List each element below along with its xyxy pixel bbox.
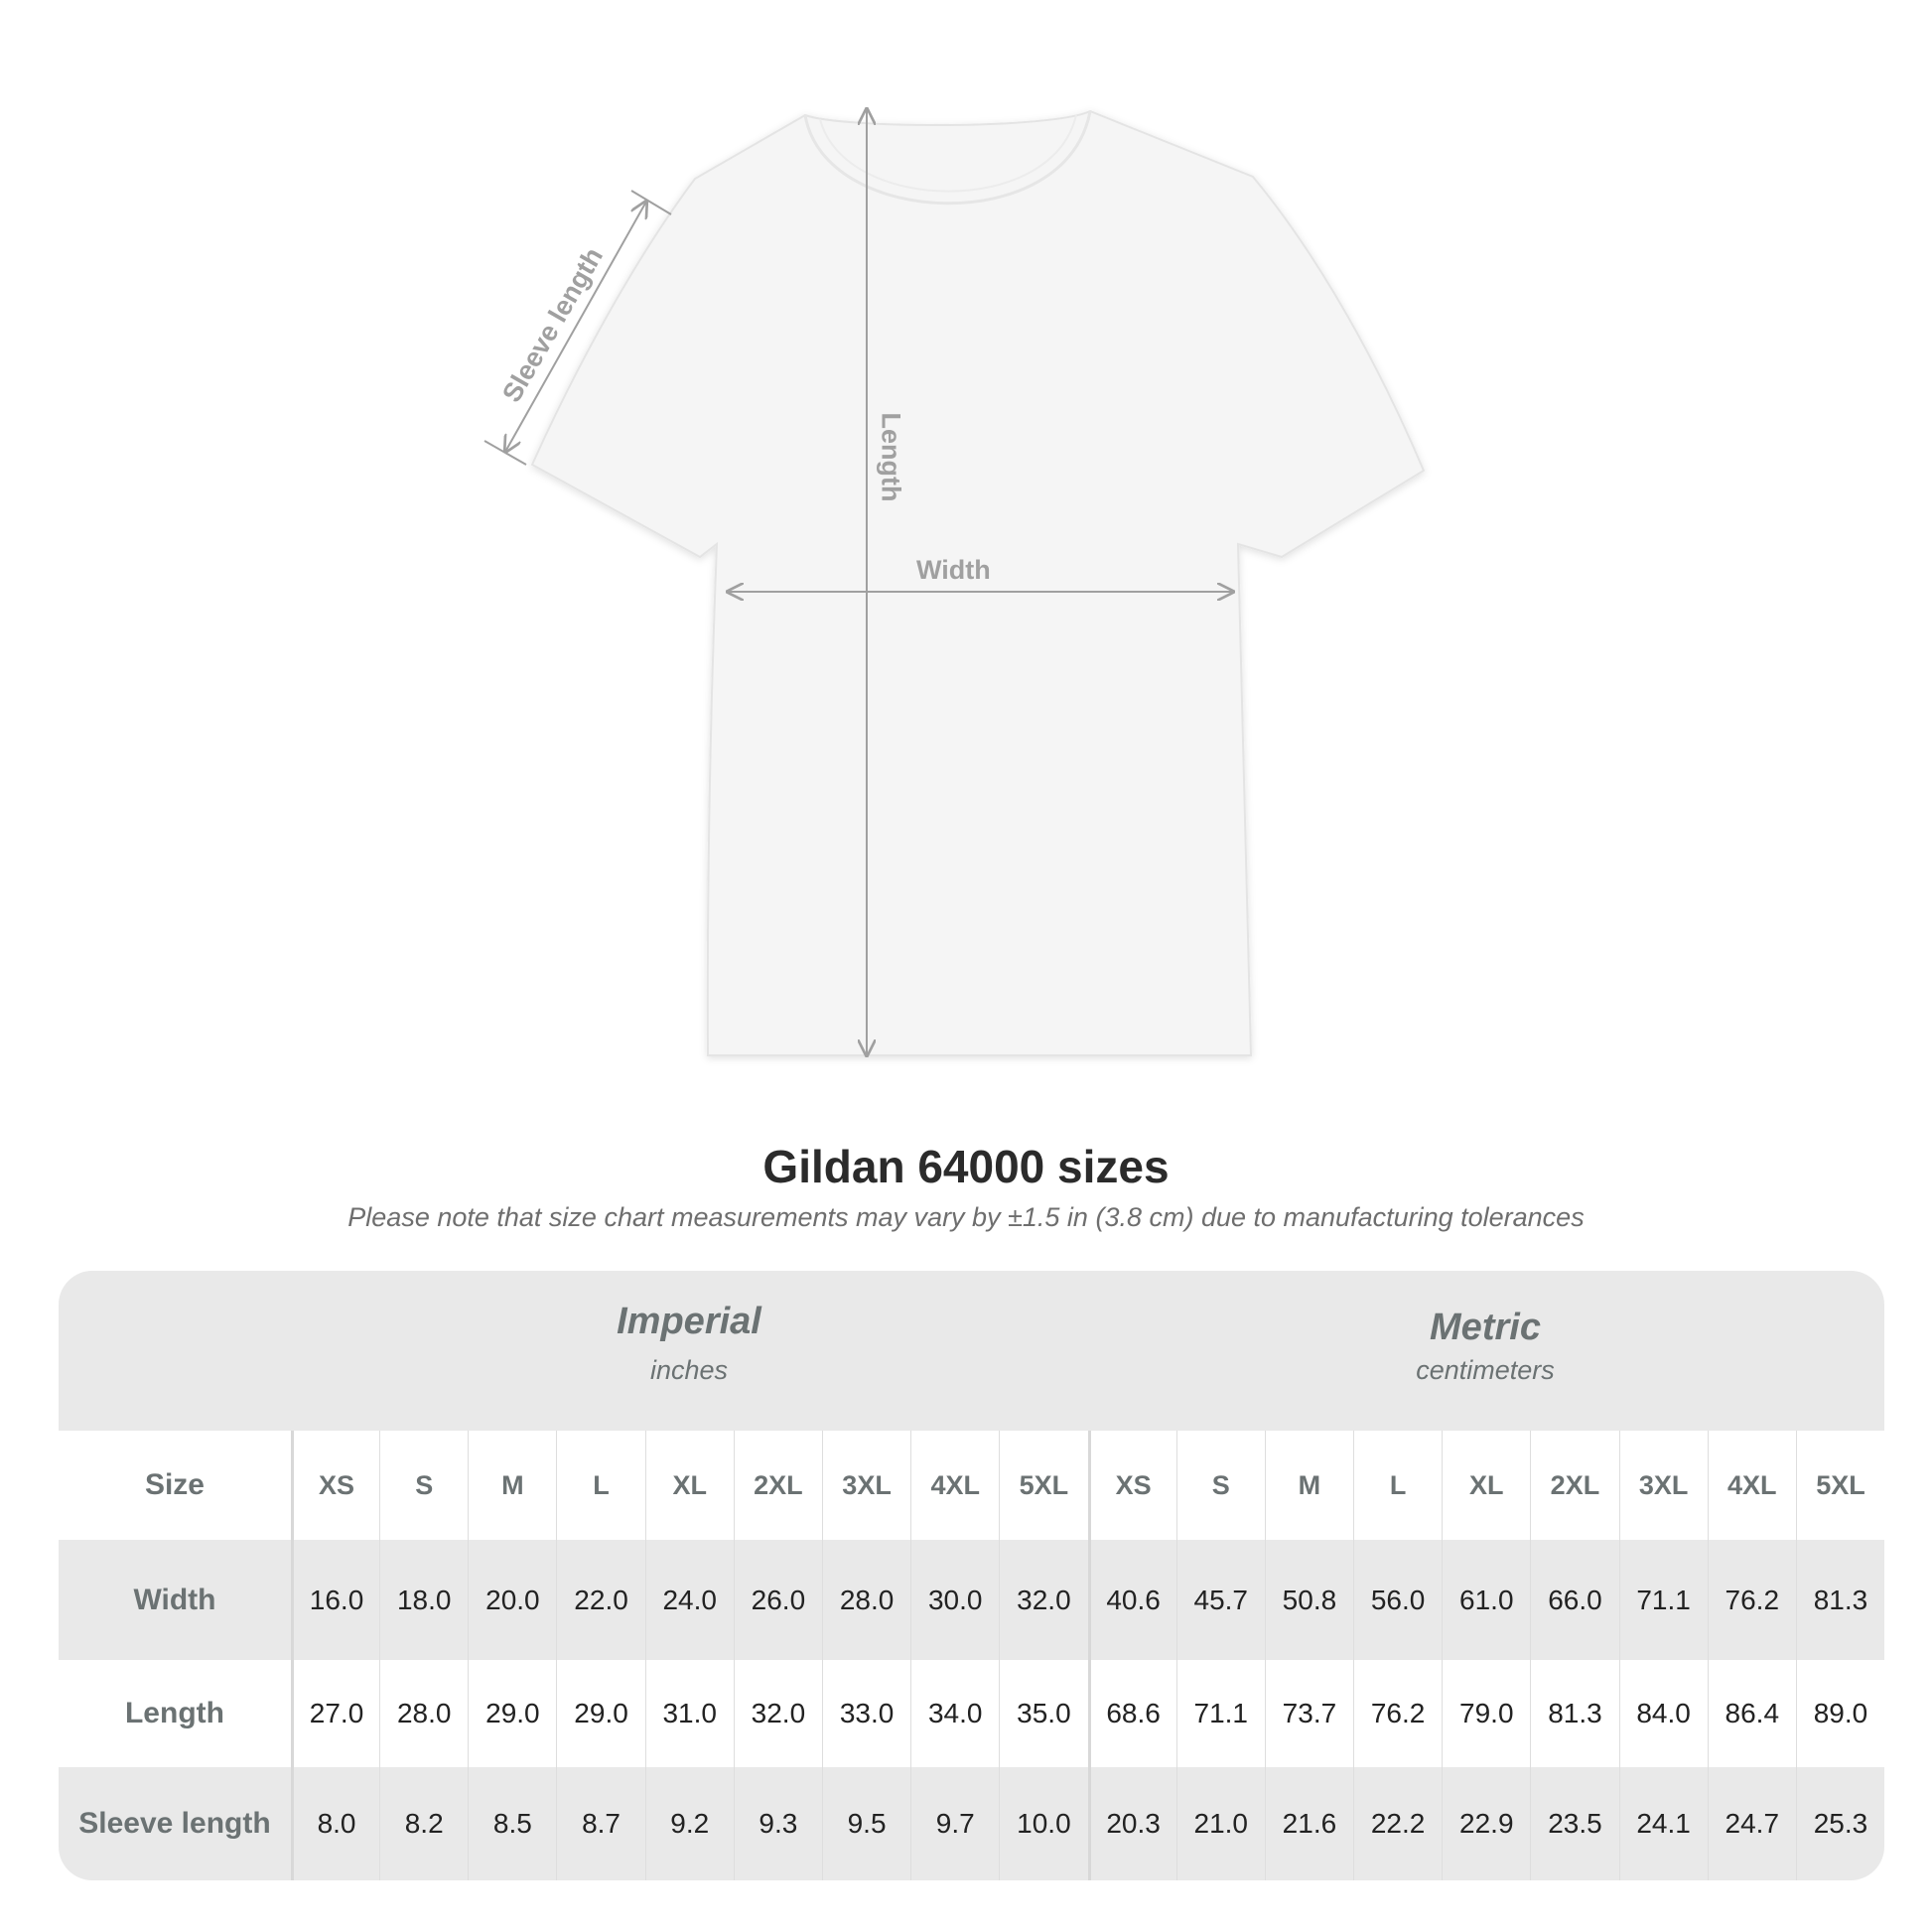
imperial-title: Imperial [617,1301,761,1342]
imperial-size-xl: XL [644,1431,734,1540]
imperial-value-cell: 20.0 [468,1540,556,1660]
imperial-size-4xl: 4XL [910,1431,999,1540]
imperial-value-cell: 28.0 [379,1660,468,1767]
imperial-value-cell: 32.0 [999,1540,1087,1660]
imperial-value-cell: 8.0 [290,1767,379,1880]
imperial-size-2xl: 2XL [733,1431,822,1540]
imperial-value-cell: 24.0 [644,1540,734,1660]
metric-size-2xl: 2XL [1530,1431,1618,1540]
imperial-value-cell: 9.5 [821,1767,910,1880]
metric-value-cell: 20.3 [1087,1767,1176,1880]
collar [803,110,1092,206]
metric-value-cell: 21.0 [1175,1767,1265,1880]
imperial-value-cell: 8.7 [556,1767,644,1880]
metric-size-l: L [1353,1431,1442,1540]
imperial-value-cell: 28.0 [821,1540,910,1660]
imperial-value-cell: 10.0 [999,1767,1087,1880]
metric-unit: centimeters [1416,1355,1555,1385]
imperial-value-cell: 22.0 [556,1540,644,1660]
imperial-value-cell: 33.0 [821,1660,910,1767]
imperial-size-m: M [468,1431,556,1540]
width-label: Width [916,555,991,585]
table-header-band [59,1271,1884,1431]
imperial-value-cell: 18.0 [379,1540,468,1660]
imperial-value-cell: 32.0 [733,1660,822,1767]
metric-value-cell: 40.6 [1087,1540,1176,1660]
metric-value-cell: 68.6 [1087,1660,1176,1767]
sleeve-arrow [505,202,646,452]
imperial-size-l: L [556,1431,644,1540]
row-label: Sleeve length [78,1807,271,1840]
imperial-value-cell: 9.2 [644,1767,734,1880]
imperial-value-cell: 30.0 [910,1540,999,1660]
metric-value-cell: 23.5 [1530,1767,1618,1880]
table-row: Sleeve length 8.0 8.2 8.5 8.7 9.2 9.3 9.5 9.7 10.… [59,1767,1884,1880]
imperial-value-cell: 29.0 [556,1660,644,1767]
metric-value-cell: 66.0 [1530,1540,1618,1660]
metric-size-5xl: 5XL [1795,1431,1884,1540]
metric-size-4xl: 4XL [1707,1431,1796,1540]
metric-header: Metric centimeters [1087,1307,1883,1386]
metric-value-cell: 45.7 [1175,1540,1265,1660]
metric-value-cell: 25.3 [1795,1767,1884,1880]
metric-value-cell: 86.4 [1707,1660,1796,1767]
metric-title: Metric [1430,1307,1541,1348]
imperial-size-s: S [379,1431,468,1540]
imperial-size-xs: XS [290,1431,379,1540]
metric-size-xl: XL [1442,1431,1530,1540]
size-table: Imperial inches Metric centimeters Size X… [59,1271,1884,1880]
metric-size-s: S [1175,1431,1265,1540]
imperial-value-cell: 29.0 [468,1660,556,1767]
metric-size-xs: XS [1087,1431,1176,1540]
imperial-value-cell: 27.0 [290,1660,379,1767]
row-label: Length [124,1697,224,1729]
metric-value-cell: 24.7 [1707,1767,1796,1880]
size-label: Size [144,1468,205,1501]
metric-value-cell: 22.2 [1353,1767,1442,1880]
metric-value-cell: 71.1 [1618,1540,1708,1660]
metric-value-cell: 76.2 [1707,1540,1796,1660]
length-label: Length [876,412,906,502]
metric-value-cell: 24.1 [1618,1767,1708,1880]
imperial-value-cell: 35.0 [999,1660,1087,1767]
imperial-value-cell: 26.0 [733,1540,822,1660]
metric-value-cell: 61.0 [1442,1540,1530,1660]
metric-value-cell: 56.0 [1353,1540,1442,1660]
metric-value-cell: 81.3 [1530,1660,1618,1767]
row-label: Width [133,1583,216,1616]
imperial-value-cell: 34.0 [910,1660,999,1767]
page-title: Gildan 64000 sizes [762,1141,1170,1192]
metric-value-cell: 89.0 [1795,1660,1884,1767]
imperial-size-5xl: 5XL [999,1431,1087,1540]
imperial-value-cell: 8.2 [379,1767,468,1880]
imperial-size-3xl: 3XL [821,1431,910,1540]
tolerance-note: Please note that size chart measurements… [347,1202,1585,1232]
imperial-value-cell: 8.5 [468,1767,556,1880]
metric-value-cell: 79.0 [1442,1660,1530,1767]
imperial-value-cell: 9.3 [733,1767,822,1880]
table-row: Length 27.0 28.0 29.0 29.0 31.0 32.0 33.0 34.0 35… [59,1660,1884,1767]
metric-size-m: M [1264,1431,1353,1540]
size-header-row: Size XS S M L XL 2XL 3XL 4XL 5XL XS S M L XL 2XL 3XL 4XL 5… [59,1431,1884,1540]
tshirt-diagram [483,0,1426,1092]
metric-value-cell: 84.0 [1618,1660,1708,1767]
metric-value-cell: 50.8 [1264,1540,1353,1660]
imperial-value-cell: 31.0 [644,1660,734,1767]
imperial-value-cell: 16.0 [290,1540,379,1660]
metric-value-cell: 21.6 [1264,1767,1353,1880]
table-row: Width 16.0 18.0 20.0 22.0 24.0 26.0 28.0 30.0 32.… [59,1540,1884,1660]
imperial-header: Imperial inches [291,1301,1087,1386]
metric-value-cell: 73.7 [1264,1660,1353,1767]
metric-value-cell: 22.9 [1442,1767,1530,1880]
metric-value-cell: 81.3 [1795,1540,1884,1660]
metric-value-cell: 76.2 [1353,1660,1442,1767]
metric-value-cell: 71.1 [1175,1660,1265,1767]
imperial-value-cell: 9.7 [910,1767,999,1880]
imperial-unit: inches [649,1355,729,1385]
metric-size-3xl: 3XL [1618,1431,1708,1540]
